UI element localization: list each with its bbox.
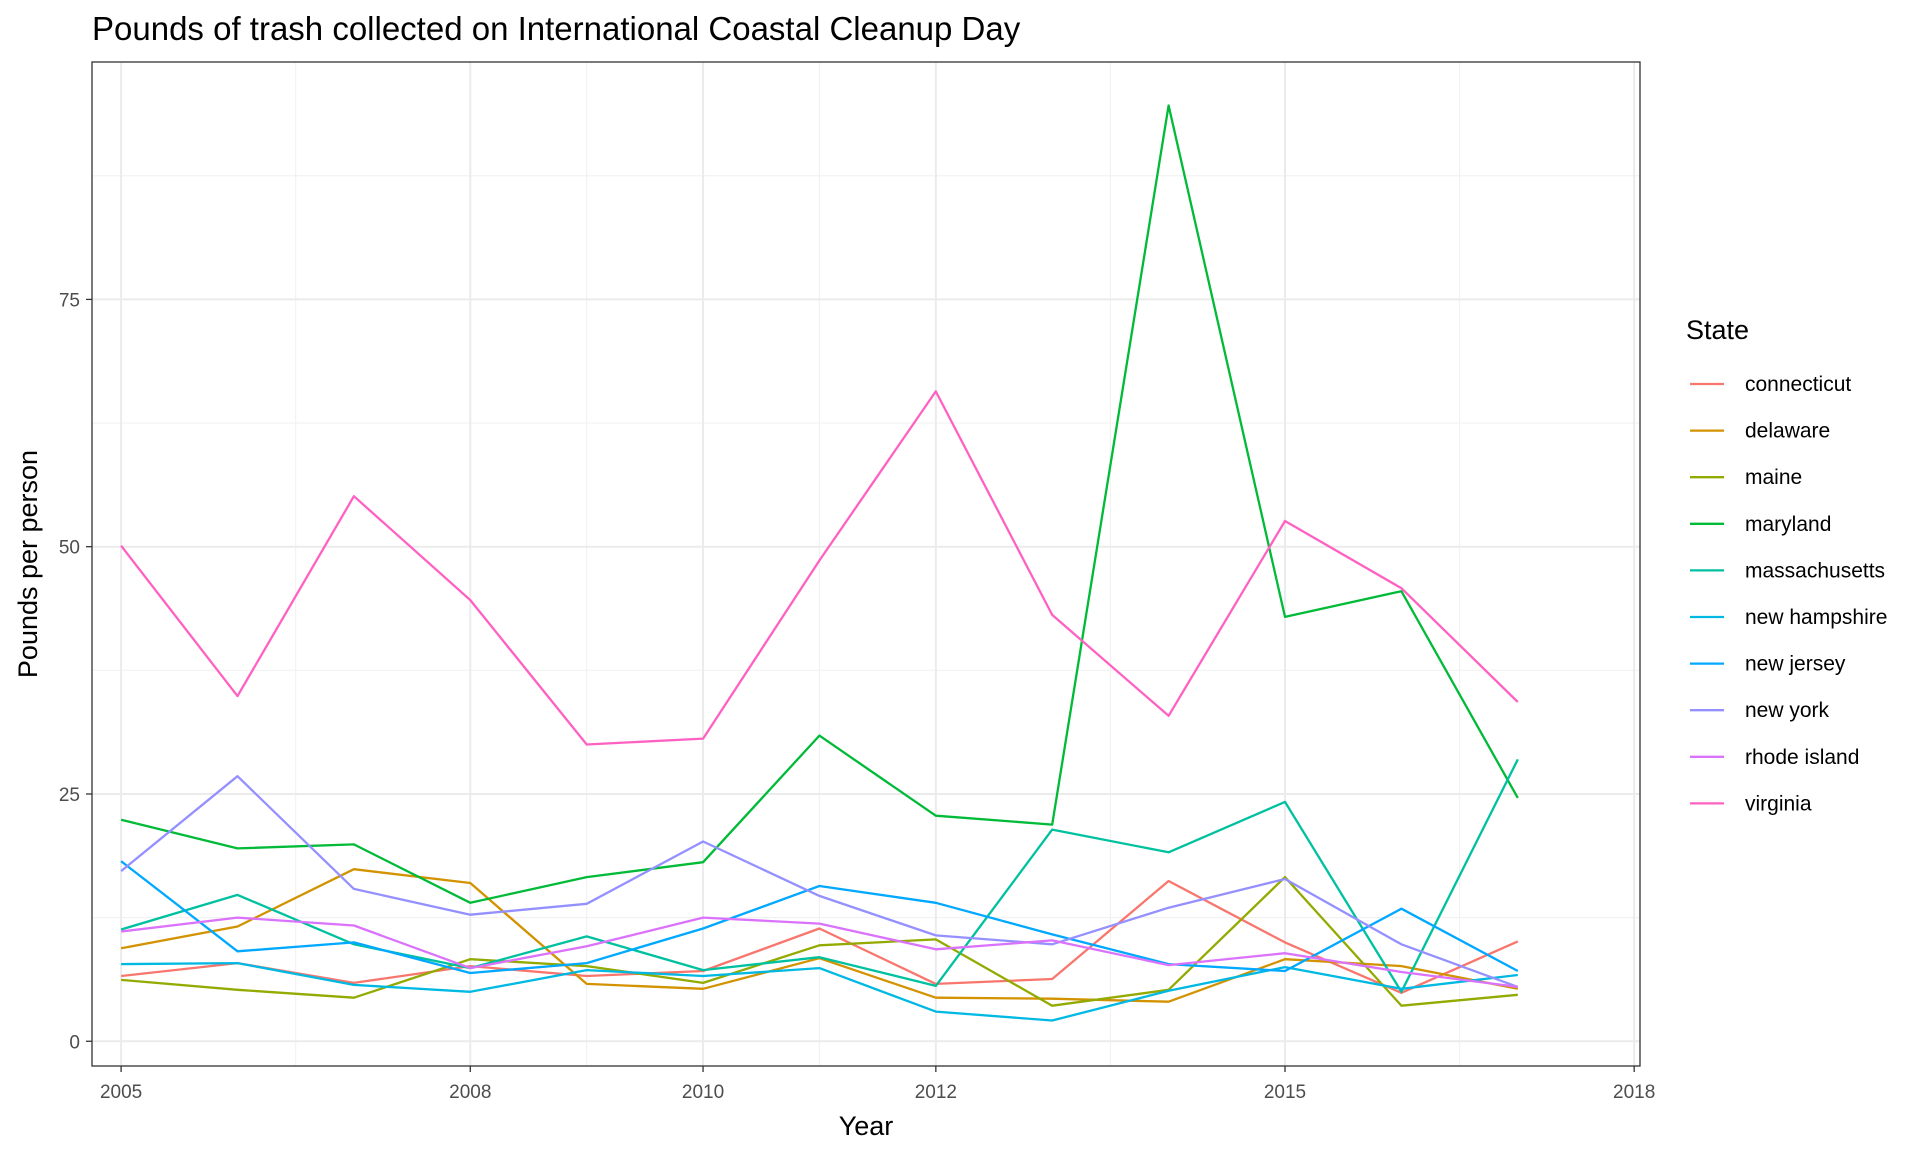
- x-tick-label: 2008: [449, 1082, 491, 1103]
- series-line-maryland: [120, 104, 1519, 904]
- legend-label-delaware: delaware: [1745, 420, 1830, 443]
- y-tick-label: 0: [69, 1032, 80, 1053]
- x-tick-label: 2015: [1264, 1082, 1306, 1103]
- series-line-massachusetts: [120, 758, 1519, 993]
- legend: State connecticut delaware maine maryland ma…: [1686, 315, 1887, 815]
- series-line-connecticut: [120, 879, 1519, 994]
- legend-label-maine: maine: [1745, 466, 1802, 489]
- series-line-maine: [121, 875, 1518, 1007]
- x-axis-title: Year: [839, 1111, 894, 1141]
- y-axis: 0 25 50 75: [59, 290, 92, 1053]
- x-tick-label: 2005: [100, 1082, 142, 1103]
- minor-gridlines: [92, 62, 1640, 1066]
- legend-label-rhode-island: rhode island: [1745, 746, 1859, 769]
- y-tick-label: 75: [59, 290, 80, 311]
- x-tick-label: 2018: [1613, 1082, 1655, 1103]
- x-tick-label: 2012: [915, 1082, 957, 1103]
- legend-label-virginia: virginia: [1745, 792, 1812, 815]
- legend-title: State: [1686, 315, 1749, 345]
- y-axis-title: Pounds per person: [13, 450, 43, 678]
- y-tick-label: 50: [59, 538, 80, 559]
- major-gridlines: [92, 62, 1640, 1066]
- plot-border: [91, 61, 1641, 1067]
- legend-label-maryland: maryland: [1745, 513, 1831, 536]
- series-line-new-jersey: [120, 860, 1519, 975]
- x-axis: 2005 2008 2010 2012 2015 2018: [100, 1066, 1655, 1103]
- series-lines: [120, 104, 1519, 1022]
- legend-label-massachusetts: massachusetts: [1745, 559, 1885, 582]
- plot-panel: [92, 62, 1640, 1066]
- x-tick-label: 2010: [682, 1082, 724, 1103]
- series-line-new-hampshire: [121, 961, 1518, 1022]
- legend-label-new-jersey: new jersey: [1745, 653, 1846, 676]
- chart-title: Pounds of trash collected on Internation…: [92, 10, 1021, 47]
- y-tick-label: 25: [59, 785, 80, 806]
- legend-label-new-hampshire: new hampshire: [1745, 606, 1887, 629]
- legend-label-connecticut: connecticut: [1745, 373, 1851, 396]
- series-line-new-york: [120, 775, 1519, 988]
- legend-label-new-york: new york: [1745, 699, 1830, 722]
- series-line-rhode-island: [120, 916, 1518, 989]
- series-line-virginia: [120, 390, 1519, 746]
